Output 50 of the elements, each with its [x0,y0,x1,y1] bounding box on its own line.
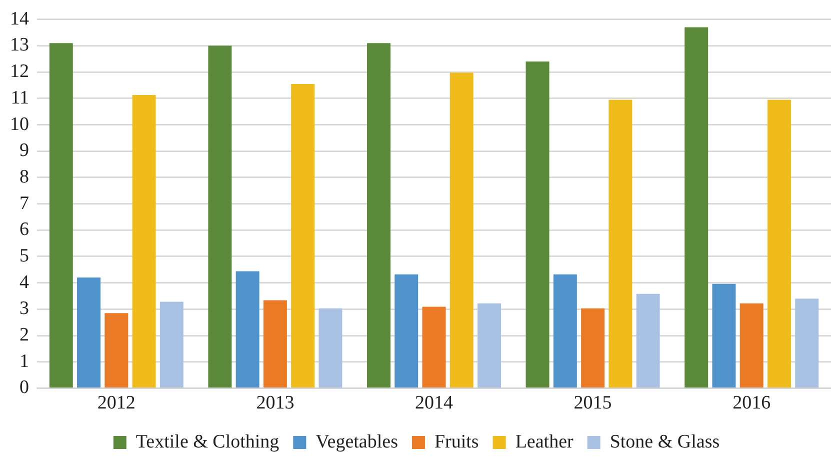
x-tick-label: 2012 [97,392,136,414]
y-tick-label: 12 [10,61,29,82]
bar [104,313,128,388]
x-tick-label: 2016 [732,392,771,414]
bar [767,100,791,388]
bar [450,72,474,388]
y-tick-label: 5 [20,245,29,266]
x-tick-label: 2013 [256,392,294,414]
y-tick-label: 14 [10,8,30,30]
bar [712,284,736,388]
bar [263,300,287,388]
bar [132,95,156,388]
bar [49,43,73,388]
bar [394,274,418,388]
y-tick-label: 13 [10,34,29,56]
bar [740,303,764,388]
x-tick-label: 2014 [415,392,454,414]
bar [608,100,632,388]
y-tick-label: 8 [20,166,29,188]
y-tick-label: 11 [10,87,29,108]
bar [318,308,342,388]
bar [581,308,605,388]
bar [478,303,502,388]
bar [636,294,660,388]
bar [160,302,184,388]
y-tick-label: 9 [20,140,29,162]
y-tick-label: 1 [20,350,29,372]
legend-label: Fruits [434,431,479,452]
y-tick-label: 2 [20,324,29,346]
bar [208,46,232,388]
y-tick-label: 4 [20,272,30,293]
y-tick-label: 10 [10,114,29,135]
y-tick-label: 7 [20,192,29,214]
x-tick-label: 2015 [574,392,612,414]
bar [291,84,315,388]
bar [422,306,446,388]
y-tick-label: 3 [20,298,29,320]
bar [236,271,260,388]
bar [795,298,819,388]
bar [526,62,550,388]
bar [77,278,101,388]
legend-label: Stone & Glass [610,431,720,452]
y-tick-label: 6 [20,219,29,240]
bar [684,27,708,388]
legend-label: Leather [515,431,574,452]
legend-label: Textile & Clothing [136,431,280,452]
y-tick-label: 0 [20,377,29,398]
bar [553,274,577,388]
bar [366,43,390,388]
legend-label: Vegetables [316,431,398,452]
